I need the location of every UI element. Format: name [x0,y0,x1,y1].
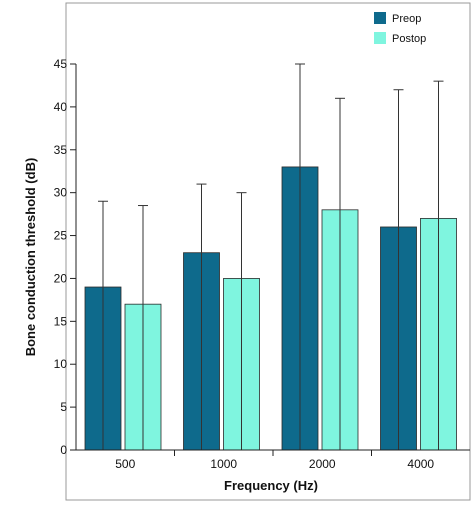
y-tick-label: 5 [60,400,67,414]
legend: Preop Postop [374,12,426,45]
legend-label-postop: Postop [392,33,426,45]
y-tick-label: 15 [54,314,68,328]
x-axis-title: Frequency (Hz) [224,478,318,493]
error-bars-layer [98,63,444,450]
y-tick-label: 0 [60,443,67,457]
x-axis-ticks: 500 1000 2000 4000 [115,450,434,471]
y-tick-label: 20 [54,271,68,285]
bars-layer [84,166,457,451]
x-tick-label: 500 [115,457,135,471]
legend-swatch-preop [374,12,386,24]
y-tick-label: 30 [54,186,68,200]
y-tick-label: 35 [54,143,68,157]
y-tick-label: 10 [54,357,68,371]
y-axis-title: Bone conduction threshold (dB) [23,158,38,357]
x-tick-label: 1000 [210,457,237,471]
plot-frame [65,2,471,501]
legend-label-preop: Preop [392,13,421,25]
y-axis-ticks: 0 5 10 15 20 25 30 35 40 45 [54,57,76,457]
y-tick-label: 40 [54,100,68,114]
y-tick-label: 25 [54,229,68,243]
x-tick-label: 2000 [309,457,336,471]
y-tick-label: 45 [54,57,68,71]
x-tick-label: 4000 [407,457,434,471]
legend-swatch-postop [374,32,386,44]
